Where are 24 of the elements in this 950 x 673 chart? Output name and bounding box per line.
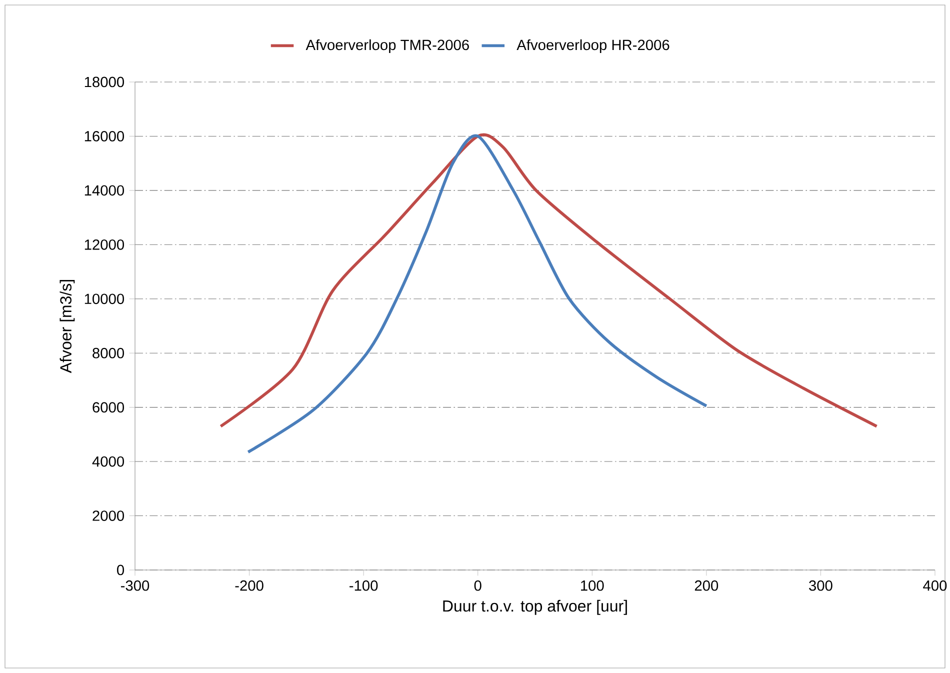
y-axis-title: Afvoer [m3/s] bbox=[60, 280, 75, 374]
x-tick-label: 200 bbox=[694, 580, 718, 591]
x-tick-label: 400 bbox=[923, 580, 947, 591]
legend-label: Afvoerverloop TMR-2006 bbox=[306, 39, 469, 54]
x-tick-label: 100 bbox=[581, 580, 604, 591]
y-tick-label: 0 bbox=[117, 564, 124, 576]
y-tick-label: 14000 bbox=[84, 185, 124, 196]
line-series bbox=[219, 134, 878, 428]
y-tick-label: 18000 bbox=[84, 76, 124, 88]
line-series bbox=[246, 134, 708, 454]
x-axis-title: Duur t.o.v. top afvoer [uur] bbox=[443, 600, 627, 615]
x-tick-label: -100 bbox=[350, 580, 378, 591]
y-tick-label: 4000 bbox=[92, 456, 124, 467]
y-tick-label: 8000 bbox=[92, 348, 124, 358]
x-tick-label: 0 bbox=[474, 580, 482, 591]
legend-label: Afvoerverloop HR-2006 bbox=[516, 39, 670, 54]
y-tick-label: 2000 bbox=[92, 510, 124, 521]
x-tick-label: -300 bbox=[120, 580, 150, 591]
y-tick-label: 6000 bbox=[92, 402, 124, 413]
y-tick-label: 12000 bbox=[84, 239, 124, 250]
y-tick-label: 16000 bbox=[84, 131, 124, 142]
y-tick-label: 10000 bbox=[84, 294, 124, 304]
x-tick-label: 300 bbox=[809, 580, 832, 591]
x-tick-label: -200 bbox=[235, 580, 264, 591]
